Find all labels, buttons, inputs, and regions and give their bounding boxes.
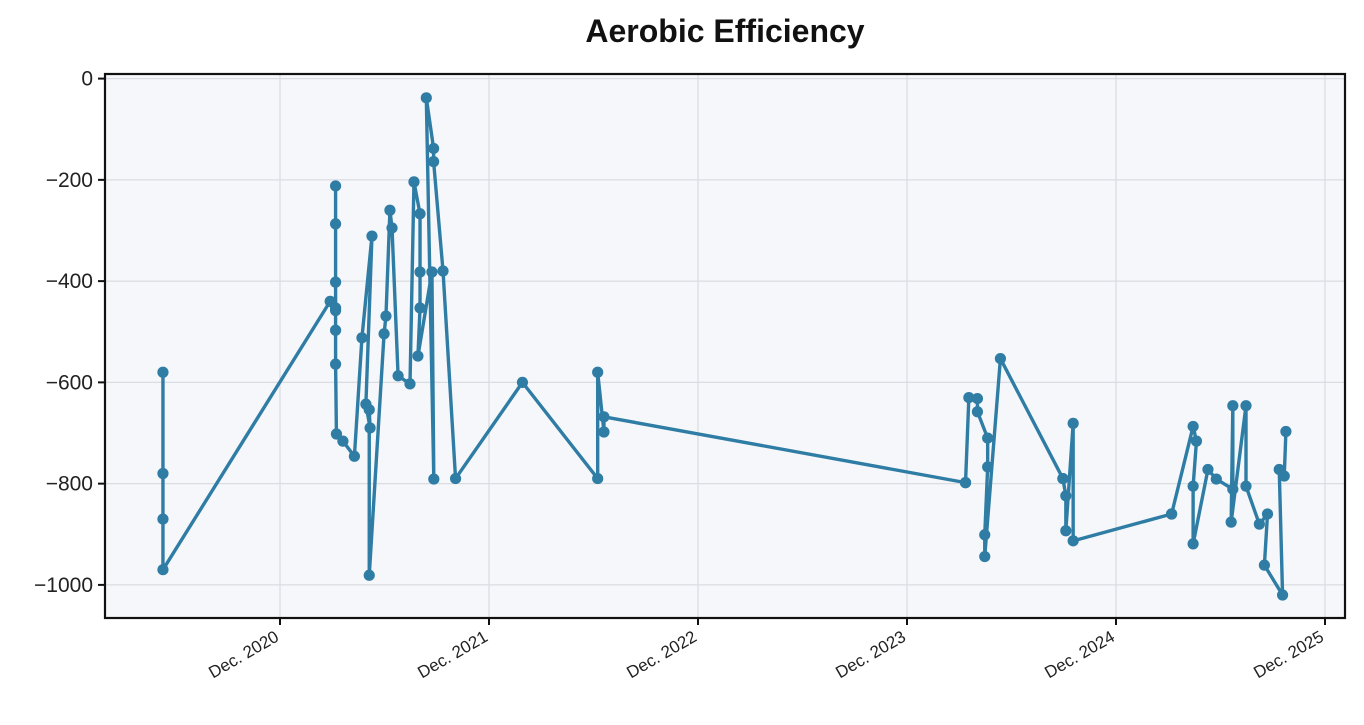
svg-text:−600: −600 xyxy=(46,371,93,394)
svg-text:Dec. 2020: Dec. 2020 xyxy=(205,627,282,682)
svg-text:Dec. 2021: Dec. 2021 xyxy=(414,627,491,682)
svg-text:Dec. 2023: Dec. 2023 xyxy=(832,627,909,682)
svg-text:−200: −200 xyxy=(46,169,93,192)
svg-text:0: 0 xyxy=(81,68,93,91)
svg-text:−400: −400 xyxy=(46,270,93,293)
svg-text:Dec. 2022: Dec. 2022 xyxy=(623,627,700,682)
svg-text:−800: −800 xyxy=(46,473,93,496)
svg-text:Dec. 2025: Dec. 2025 xyxy=(1250,627,1327,682)
svg-text:−1000: −1000 xyxy=(34,574,93,597)
svg-text:Dec. 2024: Dec. 2024 xyxy=(1041,627,1118,682)
